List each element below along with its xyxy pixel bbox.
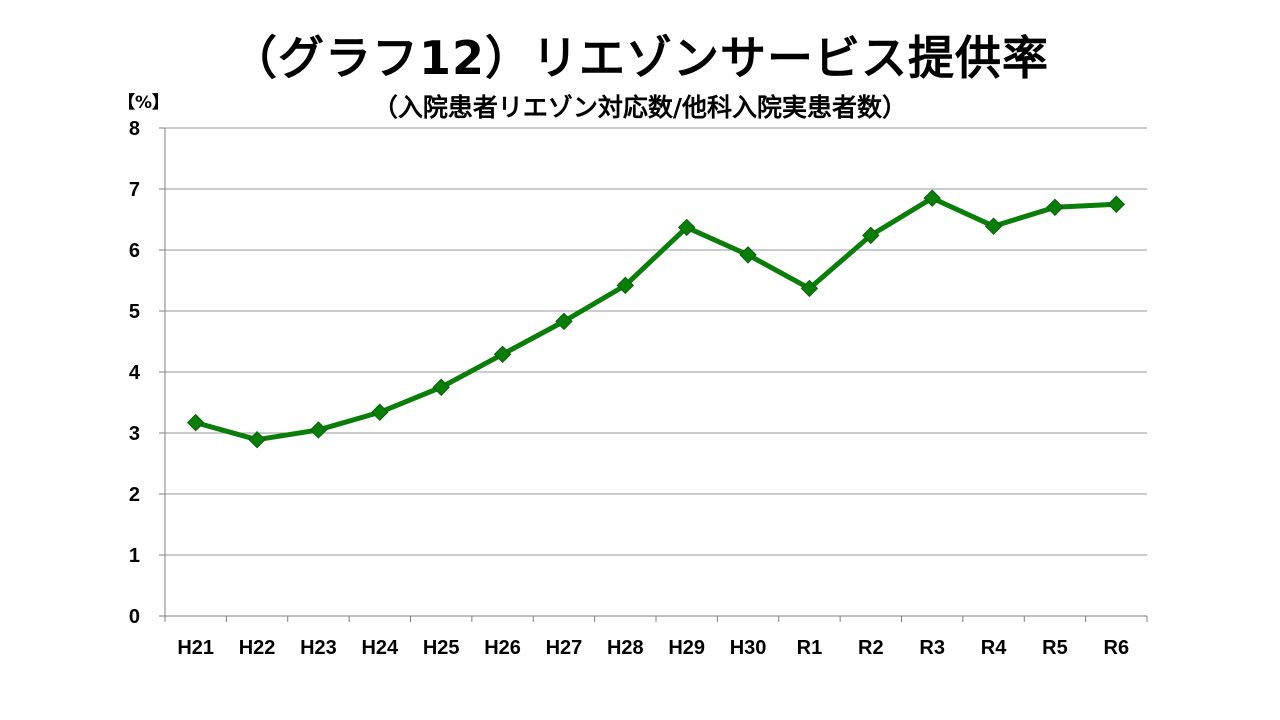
data-point-marker xyxy=(371,403,389,421)
y-tick-label: 2 xyxy=(129,484,140,506)
data-point-marker xyxy=(1107,195,1126,213)
data-point-marker xyxy=(677,218,696,237)
chart-title: （グラフ12）リエゾンサービス提供率 xyxy=(230,31,1049,85)
x-tick-label: R4 xyxy=(981,637,1007,659)
x-tick-label: H25 xyxy=(423,637,460,659)
x-tick-label: H30 xyxy=(730,637,767,659)
data-point-marker xyxy=(555,312,573,331)
x-tick-label: H29 xyxy=(668,637,705,659)
data-point-marker xyxy=(493,345,512,364)
data-point-marker xyxy=(739,246,757,264)
y-tick-label: 7 xyxy=(129,179,140,201)
y-axis-unit-label: 【%】 xyxy=(118,93,170,113)
x-tick-labels: H21 H22 H23 H24 H25 H26 H27 H28 H29 H30 R1 R2 R3 R4 R5… xyxy=(177,637,1129,659)
y-tick-label: 4 xyxy=(129,362,141,384)
x-tick-label: H26 xyxy=(484,637,521,659)
x-tick-label: R6 xyxy=(1104,637,1130,659)
x-tick-label: H23 xyxy=(300,637,337,659)
y-tick-label: 8 xyxy=(129,118,140,140)
data-point-marker xyxy=(309,421,328,439)
x-tick-label: H22 xyxy=(239,637,276,659)
y-tick-label: 5 xyxy=(129,301,140,323)
x-tick-label: H24 xyxy=(361,637,399,659)
x-tick-label: R1 xyxy=(797,637,823,659)
axes xyxy=(159,127,1148,622)
data-point-marker xyxy=(862,226,880,245)
gridlines xyxy=(165,127,1147,556)
data-point-marker xyxy=(432,378,450,396)
data-point-marker xyxy=(923,189,941,207)
data-point-marker xyxy=(616,276,635,295)
series-line xyxy=(193,195,1119,443)
x-tick-label: H28 xyxy=(607,637,644,659)
y-tick-label: 1 xyxy=(129,545,140,567)
x-tick-label: H27 xyxy=(546,637,583,659)
y-tick-label: 0 xyxy=(129,606,140,628)
data-point-marker xyxy=(1046,198,1064,217)
data-point-marker xyxy=(248,431,266,449)
y-tick-label: 3 xyxy=(129,423,140,445)
series-group xyxy=(186,189,1126,449)
x-tick-label: R2 xyxy=(858,637,884,659)
y-tick-label: 6 xyxy=(129,240,140,262)
data-point-marker xyxy=(800,279,819,298)
chart-subtitle: （入院患者リエゾン対応数/他科入院実患者数） xyxy=(372,93,908,122)
data-point-marker xyxy=(984,217,1003,235)
y-tick-labels: 0 1 2 3 4 5 6 7 8 xyxy=(129,118,141,628)
data-point-marker xyxy=(186,413,205,432)
x-tick-label: R3 xyxy=(919,637,945,659)
x-tick-label: R5 xyxy=(1042,637,1068,659)
x-tick-label: H21 xyxy=(177,637,214,659)
